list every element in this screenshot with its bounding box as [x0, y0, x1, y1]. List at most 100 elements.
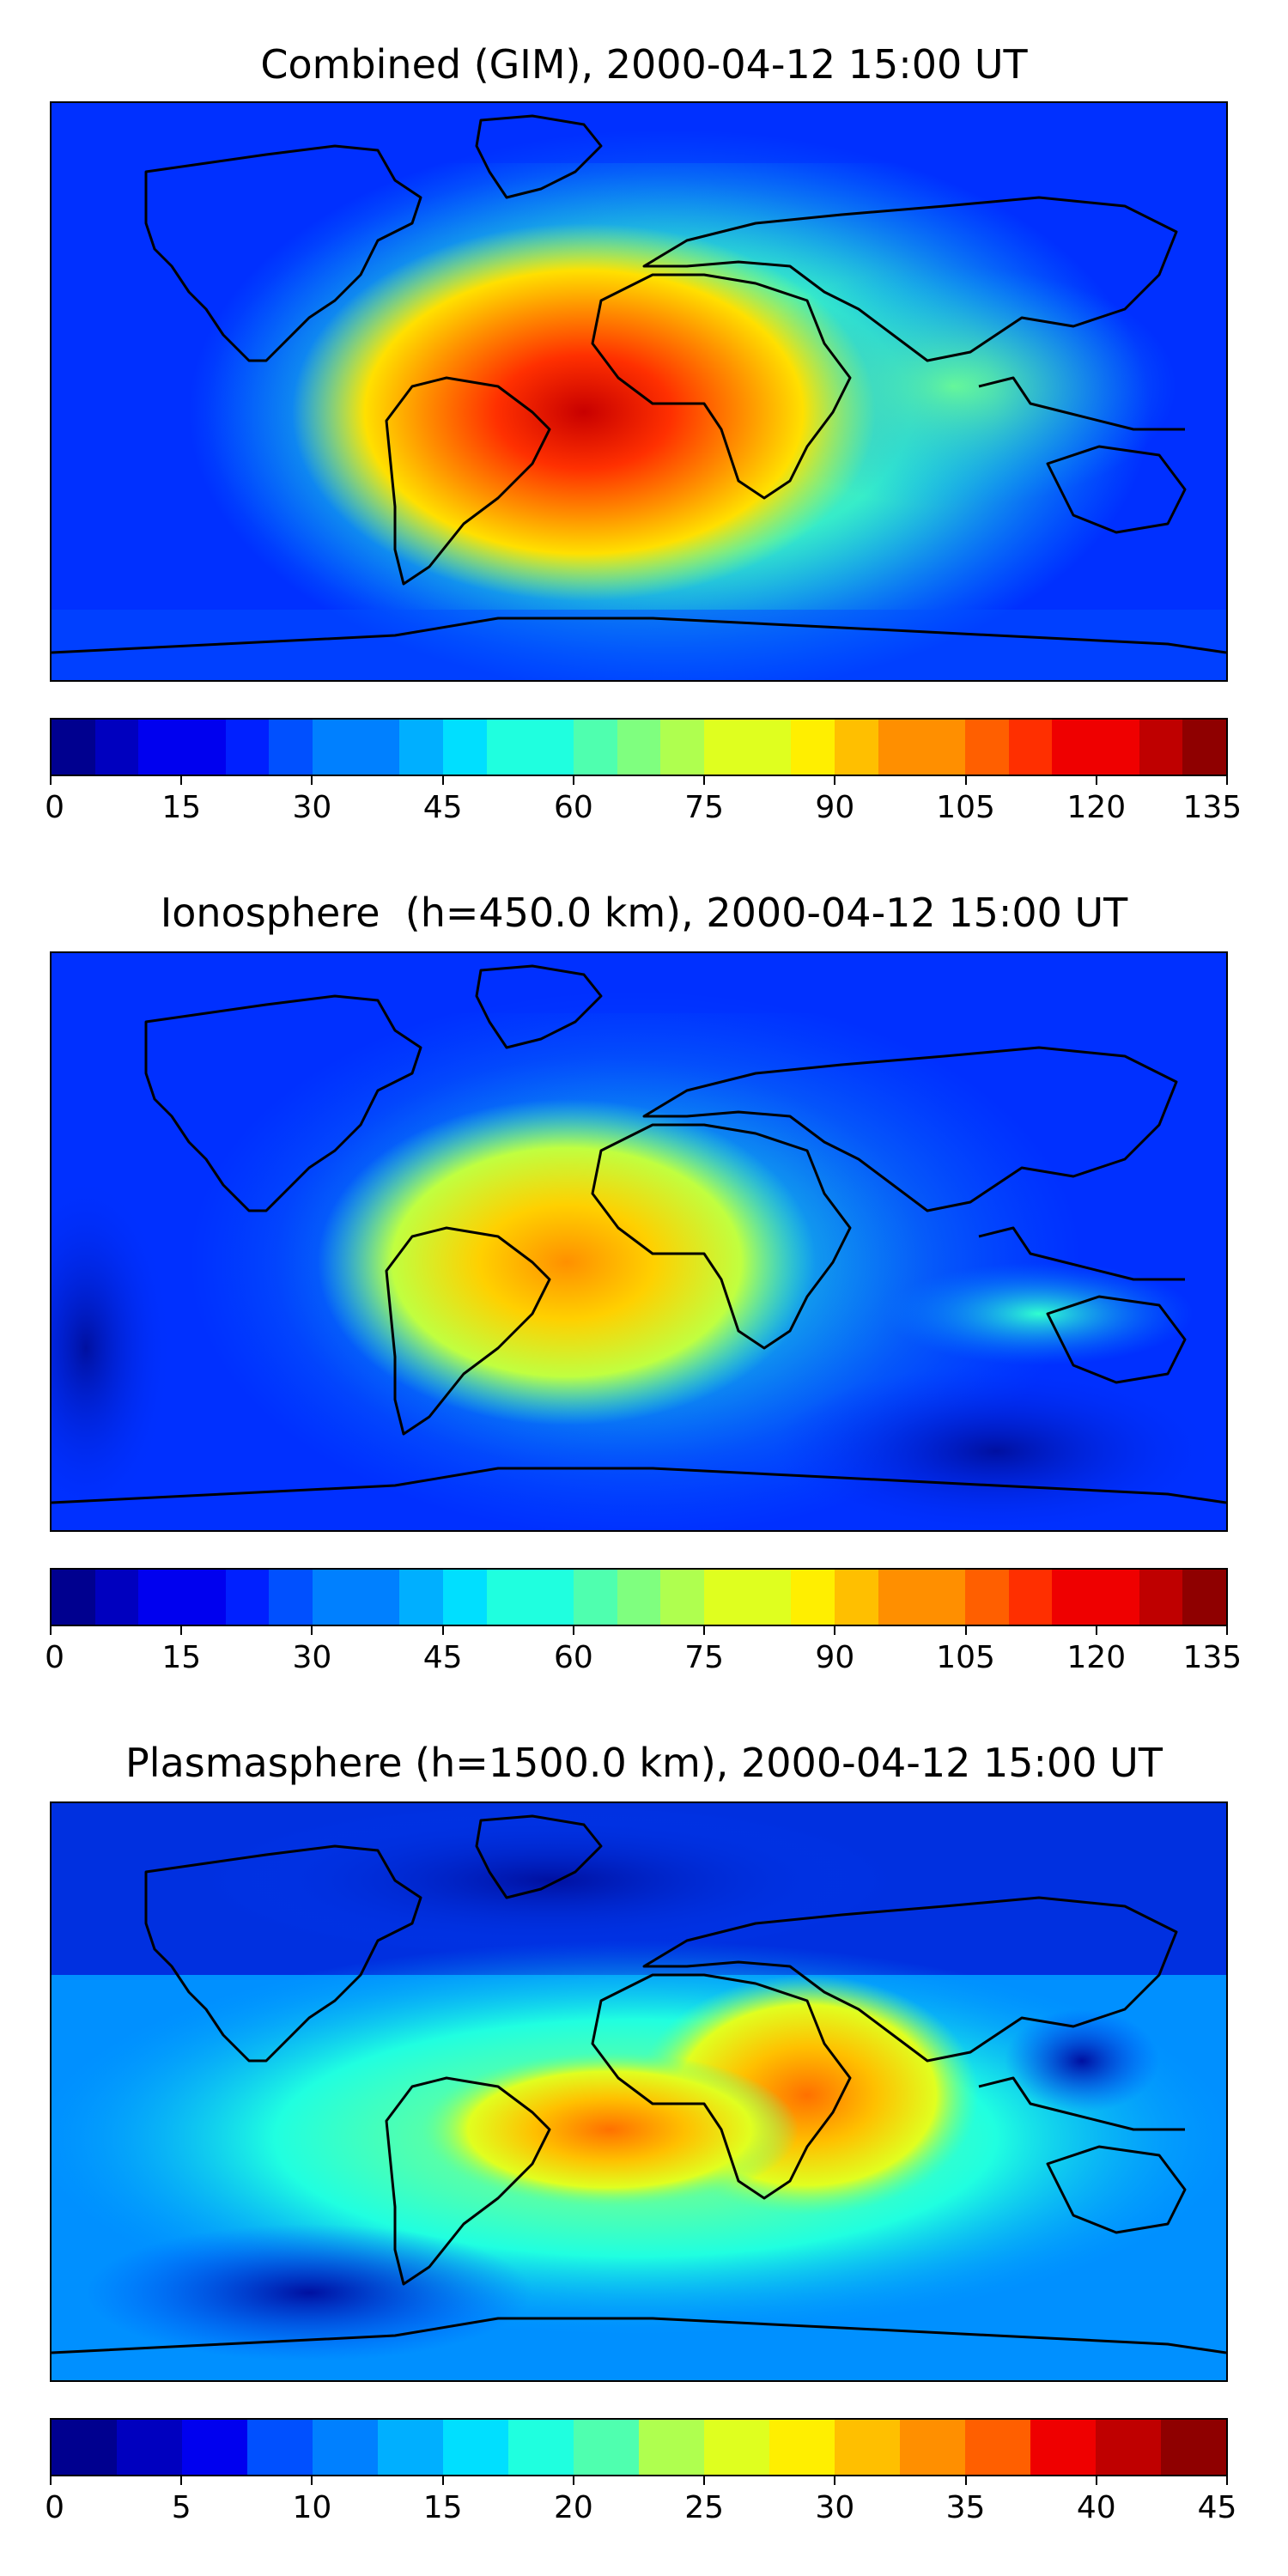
colorbar-level [138, 720, 183, 775]
panel-title-plasmasphere: Plasmasphere (h=1500.0 km), 2000-04-12 1… [125, 1740, 1163, 1786]
colorbar-level [704, 1570, 748, 1625]
colorbar-tick-label: 135 [1182, 1640, 1242, 1675]
colorbar-level [1096, 1570, 1139, 1625]
colorbar-ticks-combined: 0 15 30 45 60 75 90 105 120 135 [45, 776, 1242, 828]
colorbar-tick-label: 60 [553, 1640, 593, 1675]
colorbar-tick-label: 0 [45, 790, 65, 825]
colorbar-tick-label: 0 [45, 2490, 65, 2525]
colorbar-tick-label: 40 [1076, 2490, 1116, 2525]
colorbar-level [835, 1570, 878, 1625]
colorbar-level [1030, 2420, 1096, 2475]
colorbar-level [443, 1570, 487, 1625]
colorbar-level [313, 720, 356, 775]
colorbar-level [94, 720, 139, 775]
colorbar-tick-label: 45 [422, 790, 463, 825]
colorbar-level [747, 720, 792, 775]
colorbar-level [1161, 2420, 1226, 2475]
colorbar-level [965, 720, 1009, 775]
colorbar-level [182, 720, 226, 775]
colorbar-level [269, 1570, 313, 1625]
colorbar-level [965, 2420, 1030, 2475]
colorbar-plasmasphere [50, 2418, 1228, 2476]
colorbar-level [1182, 1570, 1227, 1625]
colorbar-tick-label: 120 [1066, 790, 1127, 825]
colorbar-tick-label: 45 [1197, 2490, 1237, 2525]
colorbar-tick-label: 135 [1182, 790, 1242, 825]
colorbar-level [138, 1570, 183, 1625]
colorbar-ticks-plasmasphere: 0 5 10 15 20 25 30 35 40 45 [45, 2476, 1236, 2528]
colorbar-level [52, 1570, 95, 1625]
colorbar-tick-label: 60 [553, 790, 593, 825]
colorbar-level [791, 720, 835, 775]
colorbar-level [1182, 720, 1227, 775]
map-ionosphere [50, 951, 1228, 1532]
colorbar-ticks-ionosphere: 0 15 30 45 60 75 90 105 120 135 [45, 1626, 1242, 1678]
colorbar-tick-label: 75 [684, 790, 725, 825]
colorbar-tick-label: 30 [292, 1640, 332, 1675]
colorbar-level [182, 2420, 247, 2475]
colorbar-tick-label: 35 [945, 2490, 986, 2525]
colorbar-level [769, 2420, 835, 2475]
tec-map-ionosphere [52, 953, 1226, 1530]
colorbar-tick-label: 30 [815, 2490, 855, 2525]
colorbar-level [269, 720, 313, 775]
colorbar-level [1139, 720, 1183, 775]
colorbar-level [639, 2420, 704, 2475]
colorbar-tick-label: 90 [815, 1640, 855, 1675]
colorbar-level [878, 720, 922, 775]
coastlines [52, 1814, 1226, 2354]
colorbar-level [900, 2420, 965, 2475]
colorbar-level [1052, 720, 1097, 775]
colorbar-tick-label: 30 [292, 790, 332, 825]
coastlines [52, 964, 1226, 1504]
colorbar-level [878, 1570, 922, 1625]
colorbar-level [965, 1570, 1009, 1625]
colorbar-tick-label: 0 [45, 1640, 65, 1675]
colorbar-tick-label: 105 [936, 790, 995, 825]
colorbar-tick-label: 45 [422, 1640, 463, 1675]
colorbar-tick-label: 90 [815, 790, 855, 825]
colorbar-level [530, 720, 574, 775]
colorbar-level [574, 720, 617, 775]
colorbar-level [921, 1570, 966, 1625]
colorbar-level [508, 2420, 574, 2475]
map-plasmasphere [50, 1801, 1228, 2382]
colorbar-level [660, 720, 705, 775]
colorbar-level [835, 2420, 900, 2475]
colorbar-tick-label: 10 [292, 2490, 332, 2525]
colorbar-level [399, 720, 444, 775]
colorbar-level [313, 2420, 378, 2475]
colorbar-level [660, 1570, 705, 1625]
colorbar-tick-label: 105 [936, 1640, 995, 1675]
colorbar-level [921, 720, 966, 775]
colorbar-level [617, 1570, 661, 1625]
colorbar-level [399, 1570, 444, 1625]
colorbar-level [1052, 1570, 1097, 1625]
colorbar-ionosphere [50, 1568, 1228, 1626]
colorbar-level [355, 720, 400, 775]
colorbar-level [225, 1570, 270, 1625]
panel-title-combined: Combined (GIM), 2000-04-12 15:00 UT [260, 41, 1028, 88]
colorbar-level [225, 720, 270, 775]
colorbar-level [791, 1570, 835, 1625]
map-combined [50, 101, 1228, 682]
colorbar-level [313, 1570, 356, 1625]
colorbar-tick-label: 75 [684, 1640, 725, 1675]
colorbar-tick-label: 5 [171, 2490, 191, 2525]
colorbar-tick-label: 120 [1066, 1640, 1127, 1675]
colorbar-level [1139, 1570, 1183, 1625]
colorbar-level [704, 720, 748, 775]
colorbar-level [1008, 1570, 1053, 1625]
tec-map-plasmasphere [52, 1803, 1226, 2380]
colorbar-tick-label: 15 [161, 1640, 202, 1675]
colorbar-level [182, 1570, 226, 1625]
colorbar-level [574, 1570, 617, 1625]
colorbar-combined [50, 718, 1228, 776]
colorbar-tick-label: 15 [422, 2490, 463, 2525]
colorbar-level [52, 720, 95, 775]
coastlines [52, 114, 1226, 654]
colorbar-level [486, 720, 531, 775]
colorbar-level [835, 720, 878, 775]
colorbar-level [486, 1570, 531, 1625]
colorbar-tick-label: 25 [684, 2490, 725, 2525]
